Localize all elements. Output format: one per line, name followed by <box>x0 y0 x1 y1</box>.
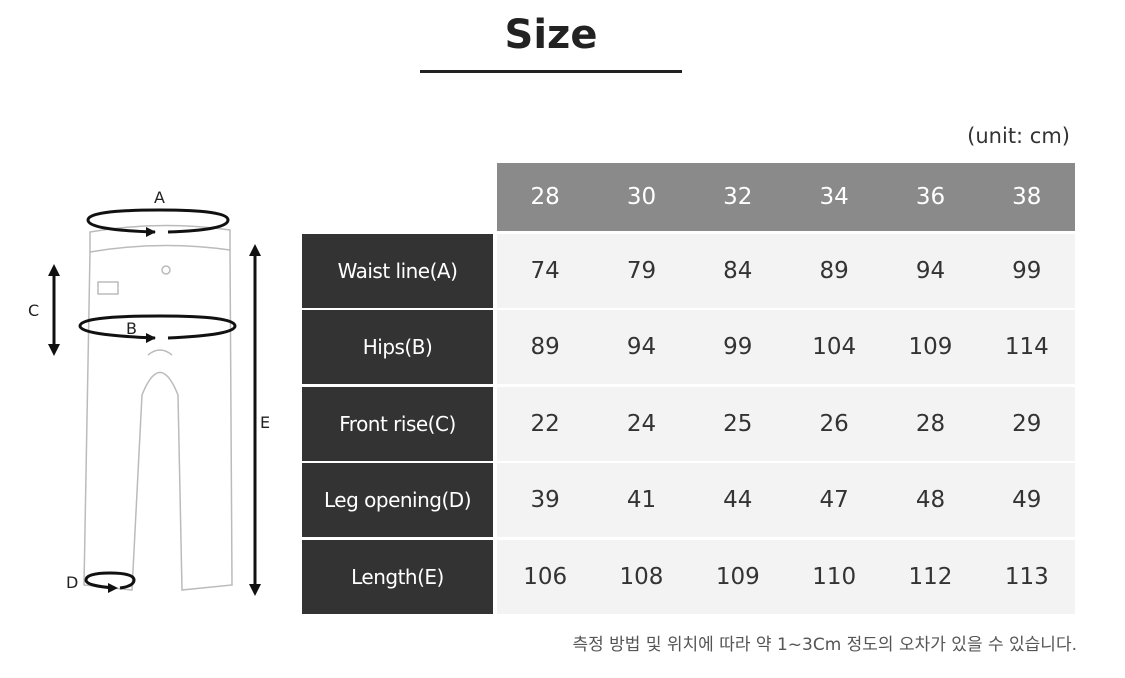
label-d: D <box>66 573 78 592</box>
table-cell: 79 <box>626 258 657 284</box>
table-cell: 114 <box>1004 334 1049 360</box>
table-cell: 26 <box>819 411 849 437</box>
table-cell: 74 <box>530 258 560 284</box>
unit-label: (unit: cm) <box>967 124 1070 148</box>
row-label: Hips(B) <box>302 310 493 384</box>
label-e: E <box>260 413 270 432</box>
row-values: 74 79 84 89 94 99 <box>497 234 1075 308</box>
size-header: 34 <box>819 184 849 210</box>
table-cell: 94 <box>626 334 657 360</box>
table-row: Leg opening(D) 39 41 44 47 48 49 <box>302 463 1075 537</box>
table-cell: 99 <box>723 334 753 360</box>
table-cell: 112 <box>908 564 953 590</box>
table-cell: 24 <box>626 411 657 437</box>
table-cell: 89 <box>530 334 560 360</box>
row-values: 22 24 25 26 28 29 <box>497 387 1075 461</box>
size-header: 32 <box>723 184 753 210</box>
label-b: B <box>126 319 137 338</box>
table-cell: 104 <box>812 334 857 360</box>
table-cell: 28 <box>915 411 946 437</box>
table-cell: 109 <box>908 334 953 360</box>
table-cell: 29 <box>1012 411 1042 437</box>
table-cell: 99 <box>1012 258 1042 284</box>
size-header-row: 28 30 32 34 36 38 <box>497 163 1075 231</box>
label-a: A <box>154 188 165 207</box>
row-label: Leg opening(D) <box>302 463 493 537</box>
table-cell: 94 <box>915 258 946 284</box>
measurement-note: 측정 방법 및 위치에 따라 약 1~3Cm 정도의 오차가 있을 수 있습니다… <box>572 635 1077 655</box>
table-row: Waist line(A) 74 79 84 89 94 99 <box>302 234 1075 308</box>
table-cell: 47 <box>819 487 849 513</box>
row-label: Front rise(C) <box>302 387 493 461</box>
table-cell: 106 <box>523 564 568 590</box>
table-cell: 22 <box>530 411 560 437</box>
table-cell: 41 <box>626 487 657 513</box>
row-label: Length(E) <box>302 540 493 614</box>
table-row: Length(E) 106 108 109 110 112 113 <box>302 540 1075 614</box>
table-cell: 39 <box>530 487 560 513</box>
size-header: 38 <box>1012 184 1042 210</box>
table-row: Hips(B) 89 94 99 104 109 114 <box>302 310 1075 384</box>
table-cell: 113 <box>1004 564 1049 590</box>
table-cell: 110 <box>812 564 857 590</box>
row-values: 39 41 44 47 48 49 <box>497 463 1075 537</box>
row-values: 89 94 99 104 109 114 <box>497 310 1075 384</box>
row-values: 106 108 109 110 112 113 <box>497 540 1075 614</box>
size-header: 36 <box>915 184 946 210</box>
table-cell: 84 <box>723 258 753 284</box>
table-cell: 89 <box>819 258 849 284</box>
table-cell: 44 <box>723 487 753 513</box>
table-cell: 25 <box>723 411 753 437</box>
table-row: Front rise(C) 22 24 25 26 28 29 <box>302 387 1075 461</box>
table-cell: 48 <box>915 487 946 513</box>
pants-diagram: A B C D E <box>28 188 270 596</box>
size-header: 30 <box>626 184 657 210</box>
title-underline <box>420 70 682 73</box>
table-cell: 109 <box>715 564 760 590</box>
table-cell: 108 <box>619 564 664 590</box>
row-label: Waist line(A) <box>302 234 493 308</box>
table-cell: 49 <box>1012 487 1042 513</box>
page-title: Size <box>504 12 598 58</box>
size-header: 28 <box>530 184 560 210</box>
label-c: C <box>28 301 39 320</box>
